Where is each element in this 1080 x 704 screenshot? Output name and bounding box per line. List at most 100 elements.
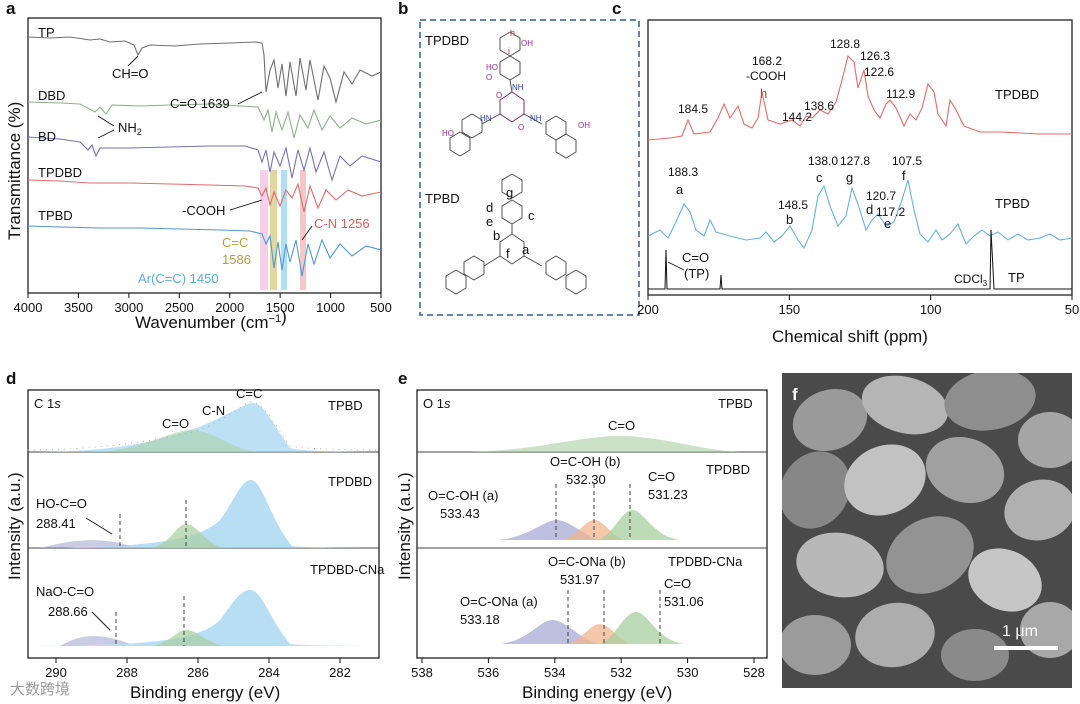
sem-flakes bbox=[782, 373, 1072, 681]
peak-168-2: 168.2 bbox=[752, 54, 782, 68]
series-tpdbd-line bbox=[28, 179, 381, 213]
ref-co: C=O bbox=[682, 250, 709, 265]
panel-c-tick-label-50: 50 bbox=[1065, 302, 1079, 317]
arcc-band bbox=[281, 170, 287, 290]
o1s-ann-vco2: 531.06 bbox=[664, 594, 704, 609]
c1s-label-cna: TPDBD-CNa bbox=[310, 562, 385, 577]
panel-a-tick-label-4000: 4000 bbox=[14, 300, 43, 315]
struct-tpdbd-skeleton bbox=[449, 31, 577, 159]
series-tp-reference-line bbox=[648, 229, 1072, 290]
panel-e-tick-label-530: 530 bbox=[677, 665, 699, 680]
panel-e-label: e bbox=[398, 369, 407, 388]
struct-letter-d: d bbox=[486, 200, 493, 215]
panel-c-tick-label-150: 150 bbox=[778, 302, 800, 317]
c1s-tpdbd-cooh-peak bbox=[40, 540, 130, 548]
label-bd: BD bbox=[38, 129, 56, 144]
peak-a-letter: a bbox=[676, 182, 684, 197]
panel-d-tick-label-290: 290 bbox=[45, 665, 67, 680]
c1s-tpdbd-cc-peak bbox=[28, 479, 379, 548]
c1s-ann-v2-arrow bbox=[91, 611, 111, 631]
struct-letter-c: c bbox=[528, 208, 535, 223]
ref-tp-2: TP bbox=[1008, 270, 1025, 285]
panel-e-title: O 1s bbox=[423, 396, 451, 411]
o1s-ann-oconab: O=C-ONa (b) bbox=[548, 554, 626, 569]
peak-107-5: 107.5 bbox=[892, 154, 922, 168]
series-tp-line bbox=[28, 36, 381, 105]
label-tpdbd: TPDBD bbox=[38, 165, 82, 180]
atom-nh-1: NH bbox=[512, 83, 524, 92]
atom-oh-1: OH bbox=[521, 39, 533, 48]
ann-co-arrow bbox=[237, 91, 263, 105]
struct-label-tpbd: TPBD bbox=[425, 191, 460, 206]
c1s-tpbd-co-peak bbox=[90, 430, 260, 452]
ann-co: C=O 1639 bbox=[170, 96, 230, 111]
panel-d-tick-label-288: 288 bbox=[116, 665, 138, 680]
ann-nh2-arrow-1 bbox=[97, 115, 115, 127]
o1s-cna-peak-a bbox=[500, 620, 600, 644]
c1s-tpdbd-co-peak bbox=[150, 524, 226, 548]
panel-a-ylabel: Transmittance (%) bbox=[5, 102, 24, 240]
o1s-label-tpdbd: TPDBD bbox=[706, 462, 750, 477]
o1s-ann-co-bot: C=O bbox=[664, 576, 691, 591]
c1s-ann-v1: 288.41 bbox=[36, 516, 76, 531]
panel-d-tick-label-284: 284 bbox=[258, 665, 280, 680]
watermark: 大数跨境 bbox=[10, 680, 70, 698]
o1s-ann-vco: 531.23 bbox=[648, 487, 688, 502]
panel-a-tick-label-3000: 3000 bbox=[114, 300, 143, 315]
series-bd-line bbox=[28, 136, 381, 182]
atom-ho-1: HO bbox=[486, 63, 498, 72]
nmr-label-tpbd: TPBD bbox=[995, 196, 1030, 211]
panel-e-x-ticks: 538 536 534 532 530 528 bbox=[411, 658, 765, 680]
c1s-label-tpbd: TPBD bbox=[328, 398, 363, 413]
o1s-ann-ocoha: O=C-OH (a) bbox=[428, 488, 498, 503]
peak-b-letter: b bbox=[786, 212, 793, 227]
peak-h-letter: h bbox=[760, 86, 767, 101]
panel-c-tick-label-200: 200 bbox=[637, 302, 659, 317]
label-tp: TP bbox=[38, 25, 55, 40]
peak-cooh: -COOH bbox=[746, 69, 786, 83]
panel-e-ylabel: Intensity (a.u.) bbox=[395, 472, 414, 580]
o1s-ann-ocohb: O=C-OH (b) bbox=[550, 454, 620, 469]
peak-112-9: 112.9 bbox=[886, 87, 915, 101]
panel-c-nmr: c TPDBD TPBD 184.5 168.2 -COOH h 144.2 1… bbox=[612, 0, 1079, 346]
ref-tp-arrow bbox=[667, 261, 685, 271]
c1s-ann-hocoo: HO-C=O bbox=[36, 496, 87, 511]
panel-e-tick-label-528: 528 bbox=[743, 665, 765, 680]
panel-d-tick-label-282: 282 bbox=[329, 665, 351, 680]
panel-a-xlabel: Wavenumber (cm−1) bbox=[135, 307, 287, 332]
panel-a-tick-label-2500: 2500 bbox=[165, 300, 194, 315]
panel-e-xlabel: Binding energy (eV) bbox=[522, 683, 672, 702]
c1s-label-tpdbd: TPDBD bbox=[328, 474, 372, 489]
panel-e-tick-label-538: 538 bbox=[411, 665, 433, 680]
peak-d-letter: d bbox=[866, 202, 873, 217]
c1s-ann-v2: 288.66 bbox=[48, 604, 88, 619]
panel-c-x-ticks: 200 150 100 50 bbox=[637, 295, 1079, 317]
o1s-ann-vb: 532.30 bbox=[566, 472, 606, 487]
ann-cn-arrow bbox=[301, 225, 313, 241]
panel-c-tick-label-100: 100 bbox=[920, 302, 942, 317]
peak-126-3: 126.3 bbox=[860, 49, 890, 63]
panel-d-c1s: d C 1s TPBD C=O C-N C=C TPDBD HO-C=O 288… bbox=[5, 369, 385, 702]
atom-oh-2: OH bbox=[578, 121, 590, 130]
c1s-tpbd-cc-peak bbox=[28, 403, 379, 452]
panel-d-x-ticks: 290 288 286 284 282 bbox=[45, 658, 351, 680]
o1s-ann-oconaa: O=C-ONa (a) bbox=[460, 594, 538, 609]
panel-c-xlabel: Chemical shift (ppm) bbox=[772, 327, 928, 346]
c1s-ann-naocoo: NaO-C=O bbox=[36, 584, 94, 599]
c1s-cna-cc-peak bbox=[28, 590, 379, 646]
o1s-label-tpbd: TPBD bbox=[718, 396, 753, 411]
atom-nh-2: NH bbox=[530, 114, 542, 123]
struct-letter-a: a bbox=[522, 242, 530, 257]
panel-e-frame bbox=[416, 389, 768, 659]
ann-cooh: -COOH bbox=[182, 203, 225, 218]
scale-bar-label: 1 μm bbox=[1002, 623, 1038, 640]
label-tpbd: TPBD bbox=[38, 208, 73, 223]
panel-e-tick-label-536: 536 bbox=[478, 665, 500, 680]
o1s-ann-vnab: 531.97 bbox=[560, 572, 600, 587]
struct-letter-h: h bbox=[510, 28, 515, 38]
panel-a-tick-label-2000: 2000 bbox=[215, 300, 244, 315]
panel-a-ftir: a TP DBD BD TPDBD TPBD CH=O C=O 1639 bbox=[5, 0, 392, 332]
panel-a-x-ticks: 4000 3500 3000 2500 2000 1500 1000 500 bbox=[14, 293, 392, 315]
panel-d-ylabel: Intensity (a.u.) bbox=[5, 472, 24, 580]
